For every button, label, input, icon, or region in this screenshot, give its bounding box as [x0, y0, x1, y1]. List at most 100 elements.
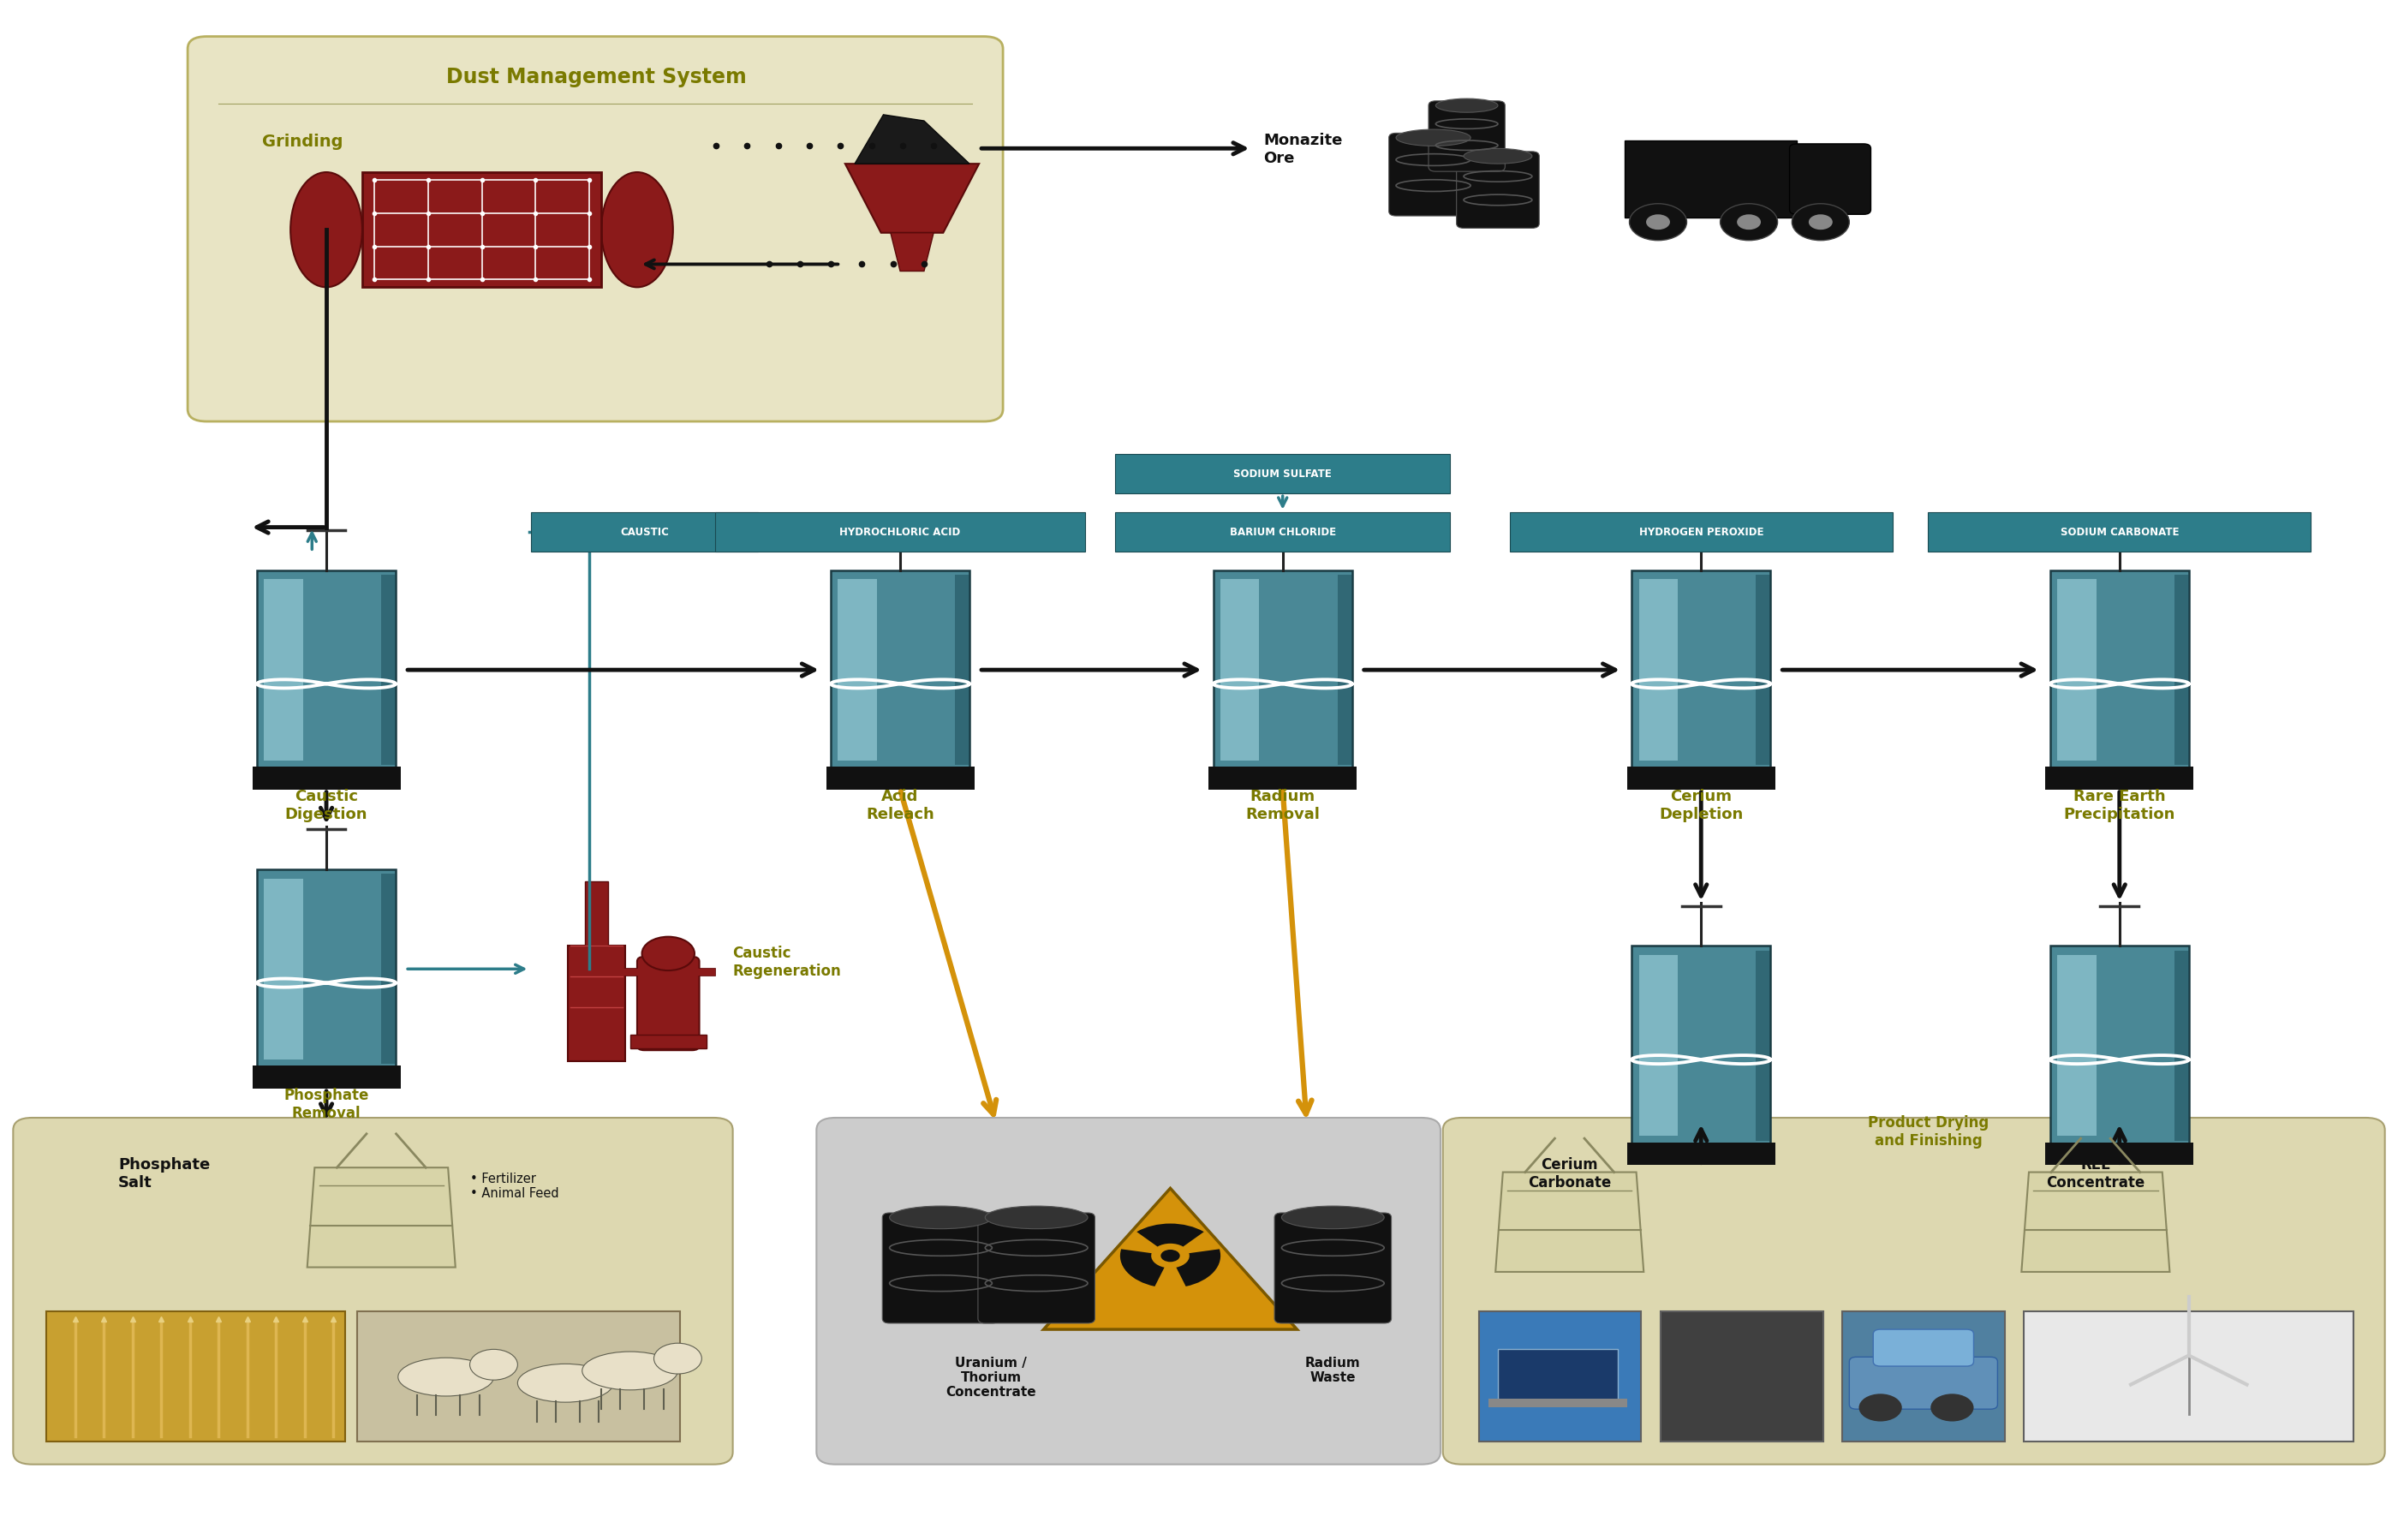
Text: CAUSTIC: CAUSTIC	[621, 527, 669, 537]
FancyBboxPatch shape	[1789, 145, 1870, 216]
Text: Phosphate
Salt: Phosphate Salt	[118, 1157, 211, 1189]
FancyBboxPatch shape	[1755, 576, 1770, 765]
Circle shape	[1930, 1394, 1974, 1421]
FancyBboxPatch shape	[1623, 142, 1796, 219]
FancyBboxPatch shape	[1755, 950, 1770, 1141]
FancyBboxPatch shape	[1511, 513, 1892, 553]
FancyBboxPatch shape	[1388, 134, 1477, 217]
Text: Radium
Removal: Radium Removal	[1245, 788, 1319, 822]
FancyBboxPatch shape	[1456, 152, 1540, 229]
Polygon shape	[2022, 1172, 2170, 1272]
FancyBboxPatch shape	[46, 1311, 345, 1441]
Ellipse shape	[583, 1352, 679, 1391]
Circle shape	[590, 1355, 638, 1386]
Ellipse shape	[1436, 100, 1499, 112]
Circle shape	[1719, 205, 1777, 242]
Bar	[1489, 1398, 1626, 1408]
Text: REE
Concentrate: REE Concentrate	[2045, 1157, 2144, 1189]
Circle shape	[1645, 216, 1669, 231]
FancyBboxPatch shape	[2175, 950, 2189, 1141]
Text: • Fertilizer
• Animal Feed: • Fertilizer • Animal Feed	[470, 1172, 559, 1200]
Text: HYDROGEN PEROXIDE: HYDROGEN PEROXIDE	[1638, 527, 1763, 537]
FancyBboxPatch shape	[381, 576, 396, 765]
FancyBboxPatch shape	[257, 870, 396, 1069]
Text: Grinding: Grinding	[261, 134, 343, 149]
Bar	[252, 1066, 400, 1089]
Ellipse shape	[643, 936, 695, 970]
Circle shape	[1791, 205, 1849, 242]
FancyBboxPatch shape	[1842, 1311, 2005, 1441]
FancyBboxPatch shape	[2057, 955, 2096, 1137]
Text: Cerium
Carbonate: Cerium Carbonate	[1528, 1157, 1611, 1189]
Text: Rare Earth
Precipitation: Rare Earth Precipitation	[2065, 788, 2175, 822]
FancyBboxPatch shape	[638, 956, 700, 1050]
Polygon shape	[854, 116, 969, 165]
Ellipse shape	[602, 172, 674, 288]
FancyBboxPatch shape	[1221, 581, 1259, 761]
Bar	[1626, 1143, 1775, 1166]
FancyBboxPatch shape	[1429, 102, 1506, 172]
Ellipse shape	[1281, 1206, 1384, 1229]
Bar	[1209, 767, 1357, 790]
Wedge shape	[1137, 1224, 1204, 1247]
FancyBboxPatch shape	[1638, 955, 1679, 1137]
FancyBboxPatch shape	[187, 37, 1002, 422]
Text: SODIUM CARBONATE: SODIUM CARBONATE	[2060, 527, 2180, 537]
FancyBboxPatch shape	[1659, 1311, 1822, 1441]
FancyBboxPatch shape	[2175, 576, 2189, 765]
FancyBboxPatch shape	[2050, 946, 2189, 1146]
Text: Cerium
Depletion: Cerium Depletion	[1659, 788, 1743, 822]
FancyBboxPatch shape	[1631, 946, 1770, 1146]
FancyBboxPatch shape	[2050, 571, 2189, 770]
Text: Monazite
Ore: Monazite Ore	[1264, 132, 1343, 166]
FancyBboxPatch shape	[2024, 1311, 2355, 1441]
FancyBboxPatch shape	[837, 581, 878, 761]
Circle shape	[1736, 216, 1760, 231]
FancyBboxPatch shape	[1499, 1349, 1616, 1403]
FancyBboxPatch shape	[1849, 1357, 1998, 1409]
Bar	[252, 767, 400, 790]
FancyBboxPatch shape	[1338, 576, 1352, 765]
Circle shape	[1808, 216, 1832, 231]
FancyBboxPatch shape	[1873, 1329, 1974, 1366]
Text: Phosphate
Removal: Phosphate Removal	[283, 1087, 369, 1121]
FancyBboxPatch shape	[882, 1214, 1000, 1323]
FancyBboxPatch shape	[568, 946, 626, 1061]
Text: Radium
Waste: Radium Waste	[1305, 1355, 1360, 1383]
Bar	[825, 767, 974, 790]
FancyBboxPatch shape	[357, 1311, 681, 1441]
Bar	[585, 882, 609, 946]
FancyBboxPatch shape	[954, 576, 969, 765]
Circle shape	[1628, 205, 1686, 242]
FancyBboxPatch shape	[815, 1118, 1441, 1465]
Ellipse shape	[398, 1358, 494, 1397]
FancyBboxPatch shape	[530, 513, 758, 553]
Text: Caustic
Regeneration: Caustic Regeneration	[734, 946, 842, 978]
FancyBboxPatch shape	[1115, 513, 1451, 553]
FancyBboxPatch shape	[1273, 1214, 1391, 1323]
Text: HYDROCHLORIC ACID: HYDROCHLORIC ACID	[839, 527, 962, 537]
Bar	[1626, 767, 1775, 790]
FancyBboxPatch shape	[2057, 581, 2096, 761]
FancyBboxPatch shape	[978, 1214, 1096, 1323]
FancyBboxPatch shape	[362, 172, 602, 288]
Circle shape	[1153, 1246, 1187, 1266]
Ellipse shape	[518, 1364, 614, 1403]
Polygon shape	[890, 234, 933, 273]
Circle shape	[1858, 1394, 1902, 1421]
Polygon shape	[844, 165, 978, 234]
FancyBboxPatch shape	[257, 571, 396, 770]
FancyBboxPatch shape	[381, 875, 396, 1064]
Polygon shape	[1496, 1172, 1643, 1272]
FancyBboxPatch shape	[1115, 454, 1451, 494]
Bar	[631, 1035, 707, 1049]
FancyBboxPatch shape	[264, 581, 302, 761]
Ellipse shape	[1463, 149, 1532, 165]
Bar	[2045, 1143, 2194, 1166]
Wedge shape	[1177, 1249, 1221, 1286]
Text: Uranium /
Thorium
Concentrate: Uranium / Thorium Concentrate	[945, 1355, 1036, 1398]
Circle shape	[1161, 1250, 1180, 1263]
Circle shape	[470, 1349, 518, 1380]
Ellipse shape	[986, 1206, 1089, 1229]
FancyBboxPatch shape	[1638, 581, 1679, 761]
